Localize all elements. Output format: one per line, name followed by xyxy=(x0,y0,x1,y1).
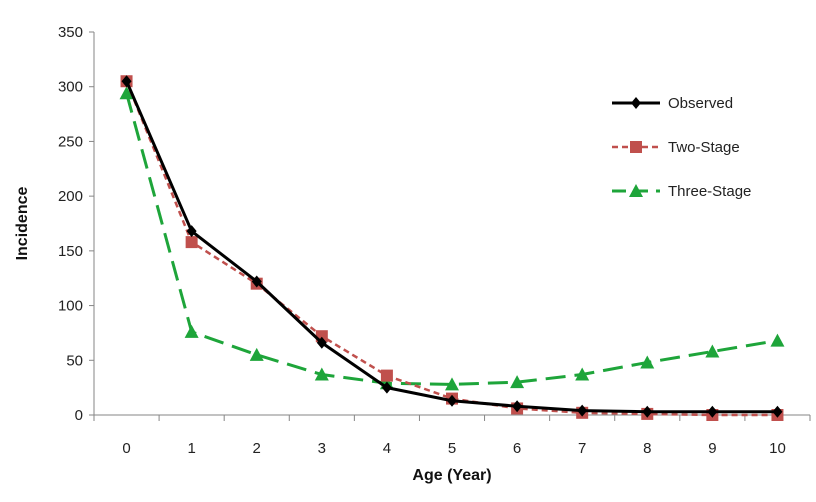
data-point xyxy=(184,324,199,338)
legend-marker xyxy=(631,97,641,109)
data-point xyxy=(249,347,264,361)
legend-entry: Three-Stage xyxy=(612,183,751,200)
data-point xyxy=(316,336,327,349)
series-lines xyxy=(119,75,785,421)
axes xyxy=(89,31,811,421)
y-tick-label: 50 xyxy=(66,352,83,369)
x-tick-label: 4 xyxy=(383,440,391,457)
data-point xyxy=(707,405,718,418)
x-tick-label: 7 xyxy=(578,440,586,457)
y-tick-label: 350 xyxy=(58,24,83,41)
x-tick-label: 3 xyxy=(318,440,326,457)
y-tick-label: 250 xyxy=(58,133,83,150)
x-tick-label: 9 xyxy=(708,440,716,457)
x-tick-label: 1 xyxy=(187,440,195,457)
data-point xyxy=(642,405,653,418)
legend-label: Two-Stage xyxy=(668,139,740,156)
data-point xyxy=(251,275,262,288)
data-point xyxy=(381,381,392,394)
series-two-stage xyxy=(120,75,784,421)
data-point xyxy=(772,405,783,418)
x-tick-label: 2 xyxy=(253,440,261,457)
data-point xyxy=(512,400,523,413)
y-tick-label: 150 xyxy=(58,243,83,260)
legend-label: Three-Stage xyxy=(668,183,751,200)
legend-label: Observed xyxy=(668,95,733,112)
y-tick-label: 100 xyxy=(58,298,83,315)
data-point xyxy=(705,344,720,358)
legend-marker xyxy=(630,141,642,153)
legend: Observed Two-Stage Three-Stage xyxy=(612,95,751,200)
series-line xyxy=(125,92,778,386)
legend-marker xyxy=(629,184,643,197)
x-tick-label: 10 xyxy=(769,440,786,457)
y-tick-label: 200 xyxy=(58,188,83,205)
data-point xyxy=(119,86,134,100)
y-axis-title: Incidence xyxy=(14,187,31,261)
x-tick-label: 6 xyxy=(513,440,521,457)
tick-labels: 0 50 100 150 200 250 300 350 0 1 2 3 4 5 6 7 8 9 10 xyxy=(58,24,786,457)
data-point xyxy=(380,369,393,382)
data-point xyxy=(770,333,785,347)
data-point xyxy=(314,367,329,381)
data-point xyxy=(447,394,457,407)
legend-entry: Observed xyxy=(612,95,733,112)
data-point xyxy=(510,375,525,389)
data-point xyxy=(640,355,655,369)
series-three-stage xyxy=(119,86,785,391)
x-tick-label: 8 xyxy=(643,440,651,457)
legend-entry: Two-Stage xyxy=(612,139,740,156)
series-observed xyxy=(121,75,783,418)
x-axis-title: Age (Year) xyxy=(412,467,491,484)
y-tick-label: 0 xyxy=(75,407,83,424)
data-point xyxy=(185,236,198,249)
x-tick-label: 5 xyxy=(448,440,456,457)
data-point xyxy=(186,225,197,238)
data-point xyxy=(445,377,459,391)
x-tick-label: 0 xyxy=(122,440,130,457)
series-line xyxy=(125,80,778,417)
series-line xyxy=(125,80,778,414)
y-tick-label: 300 xyxy=(58,79,83,96)
data-point xyxy=(575,367,590,381)
data-point xyxy=(121,75,132,88)
data-point xyxy=(577,404,588,417)
